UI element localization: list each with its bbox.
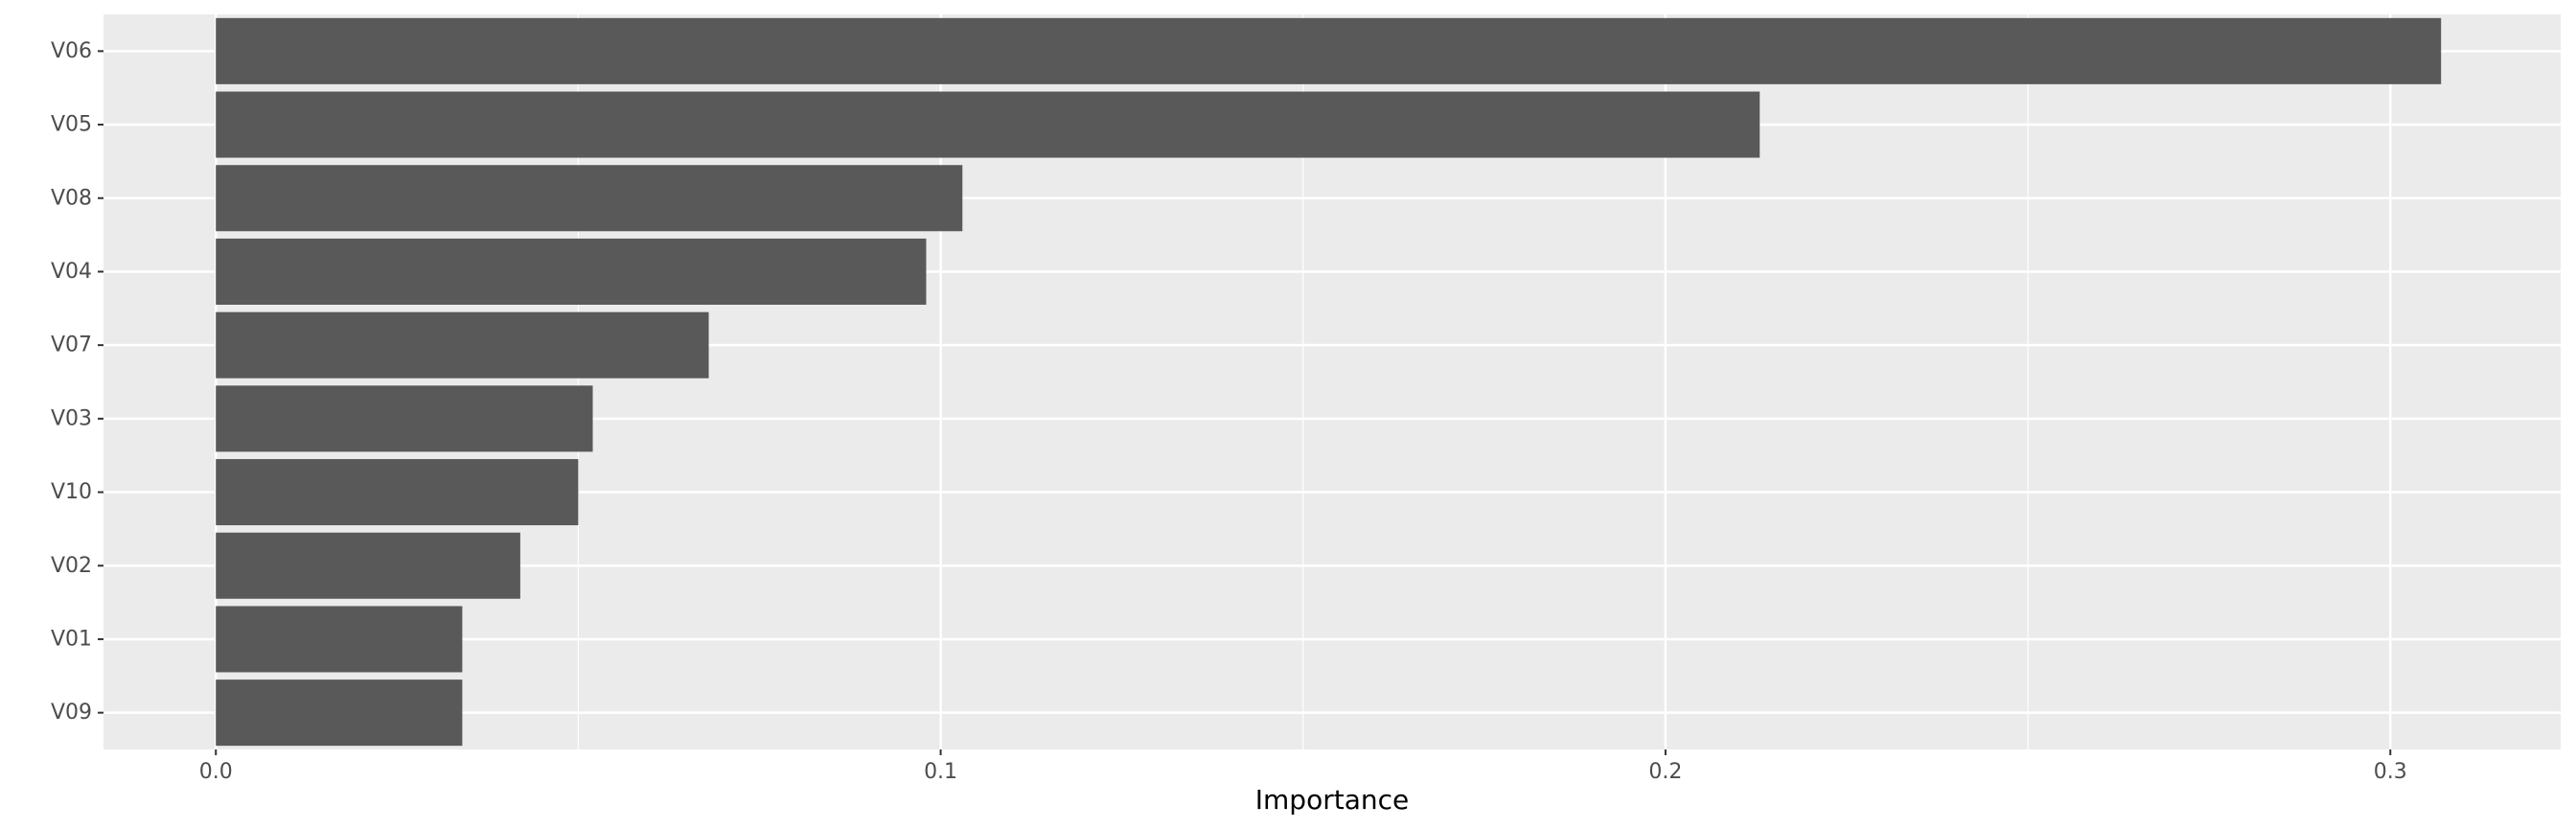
y-tick-label: V10 — [51, 480, 92, 504]
x-axis: 0.0 0.1 0.2 0.3 — [199, 749, 2407, 784]
y-tick-label: V05 — [51, 113, 92, 137]
bar-v09 — [216, 679, 463, 747]
y-tick-label: V08 — [51, 186, 92, 210]
y-tick-label: V07 — [51, 334, 92, 357]
x-tick-label: 0.0 — [199, 760, 233, 784]
bars — [216, 17, 2442, 747]
y-axis: V06 V05 V08 V04 V07 V03 V10 V02 V01 V09 — [51, 39, 104, 725]
y-tick-label: V02 — [51, 554, 92, 578]
bar-v10 — [216, 459, 579, 526]
x-tick-label: 0.2 — [1648, 760, 1682, 784]
bar-v05 — [216, 91, 1760, 158]
bar-v03 — [216, 385, 593, 452]
x-axis-title: Importance — [1255, 784, 1409, 816]
bar-v02 — [216, 532, 520, 599]
bar-v08 — [216, 165, 963, 232]
y-tick-label: V06 — [51, 39, 92, 63]
y-tick-label: V03 — [51, 406, 92, 430]
x-tick-label: 0.3 — [2374, 760, 2407, 784]
y-tick-label: V09 — [51, 701, 92, 725]
x-tick-label: 0.1 — [924, 760, 957, 784]
y-tick-label: V04 — [51, 260, 92, 284]
y-tick-label: V01 — [51, 627, 92, 651]
bar-v06 — [216, 17, 2442, 84]
bar-v01 — [216, 606, 463, 673]
bar-v07 — [216, 311, 709, 379]
bar-v04 — [216, 238, 927, 305]
